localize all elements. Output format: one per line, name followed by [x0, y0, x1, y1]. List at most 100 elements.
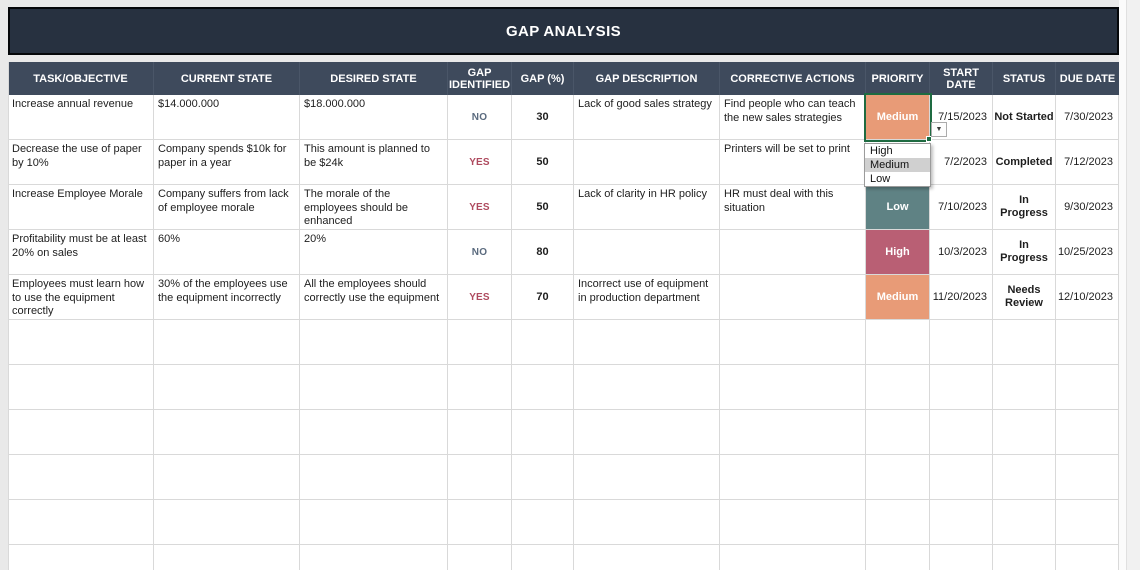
cell-corrective-actions[interactable] — [720, 410, 866, 455]
header-cell-gap_pct[interactable]: GAP (%) — [512, 62, 574, 95]
cell-gap-identified[interactable] — [448, 320, 512, 365]
cell-status[interactable] — [993, 320, 1056, 365]
cell-due-date[interactable]: 7/30/2023 — [1056, 95, 1119, 140]
fill-handle[interactable] — [926, 136, 932, 142]
cell-gap-percent[interactable]: 70 — [512, 275, 574, 320]
cell-desired-state[interactable] — [300, 545, 448, 570]
cell-gap-percent[interactable] — [512, 455, 574, 500]
cell-status[interactable]: Not Started — [993, 95, 1056, 140]
cell-status[interactable]: Needs Review — [993, 275, 1056, 320]
cell-corrective-actions[interactable] — [720, 545, 866, 570]
cell-status[interactable] — [993, 410, 1056, 455]
cell-gap-percent[interactable] — [512, 365, 574, 410]
cell-desired-state[interactable]: 20% — [300, 230, 448, 275]
cell-desired-state[interactable] — [300, 455, 448, 500]
cell-gap-identified[interactable]: YES — [448, 185, 512, 230]
priority-dropdown-button[interactable]: ▼ — [931, 122, 947, 137]
cell-due-date[interactable] — [1056, 320, 1119, 365]
cell-current-state[interactable]: Company spends $10k for paper in a year — [154, 140, 300, 185]
cell-corrective-actions[interactable] — [720, 365, 866, 410]
cell-gap-identified[interactable] — [448, 365, 512, 410]
cell-gap-percent[interactable]: 30 — [512, 95, 574, 140]
cell-task-objective[interactable]: Increase Employee Morale — [8, 185, 154, 230]
cell-current-state[interactable]: $14.000.000 — [154, 95, 300, 140]
dropdown-option-high[interactable]: High — [870, 145, 893, 157]
cell-desired-state[interactable]: The morale of the employees should be en… — [300, 185, 448, 230]
cell-due-date[interactable] — [1056, 365, 1119, 410]
cell-desired-state[interactable]: This amount is planned to be $24k — [300, 140, 448, 185]
cell-due-date[interactable] — [1056, 455, 1119, 500]
cell-current-state[interactable] — [154, 545, 300, 570]
cell-priority[interactable] — [866, 410, 930, 455]
cell-corrective-actions[interactable]: HR must deal with this situation — [720, 185, 866, 230]
cell-task-objective[interactable] — [8, 320, 154, 365]
cell-gap-description[interactable] — [574, 410, 720, 455]
cell-current-state[interactable]: Company suffers from lack of employee mo… — [154, 185, 300, 230]
header-cell-status[interactable]: STATUS — [993, 62, 1056, 95]
cell-current-state[interactable] — [154, 320, 300, 365]
cell-task-objective[interactable]: Increase annual revenue — [8, 95, 154, 140]
cell-task-objective[interactable]: Employees must learn how to use the equi… — [8, 275, 154, 320]
cell-desired-state[interactable]: $18.000.000 — [300, 95, 448, 140]
cell-start-date[interactable] — [930, 410, 993, 455]
cell-status[interactable] — [993, 500, 1056, 545]
cell-start-date[interactable]: 7/10/2023 — [930, 185, 993, 230]
cell-corrective-actions[interactable] — [720, 500, 866, 545]
cell-priority[interactable] — [866, 365, 930, 410]
cell-corrective-actions[interactable] — [720, 455, 866, 500]
cell-corrective-actions[interactable]: Printers will be set to print — [720, 140, 866, 185]
cell-due-date[interactable]: 7/12/2023 — [1056, 140, 1119, 185]
header-cell-current_state[interactable]: CURRENT STATE — [154, 62, 300, 95]
cell-corrective-actions[interactable] — [720, 320, 866, 365]
header-cell-due_date[interactable]: DUE DATE — [1059, 72, 1116, 85]
cell-gap-identified[interactable] — [448, 545, 512, 570]
cell-priority[interactable] — [866, 500, 930, 545]
cell-gap-description[interactable]: Lack of good sales strategy — [574, 95, 720, 140]
cell-priority[interactable]: Medium — [866, 95, 930, 140]
cell-gap-description[interactable] — [574, 365, 720, 410]
cell-gap-percent[interactable]: 50 — [512, 140, 574, 185]
dropdown-option-low[interactable]: Low — [870, 173, 891, 185]
cell-gap-percent[interactable] — [512, 320, 574, 365]
cell-start-date[interactable] — [930, 500, 993, 545]
cell-task-objective[interactable] — [8, 545, 154, 570]
header-cell-desired_state[interactable]: DESIRED STATE — [300, 62, 448, 95]
cell-current-state[interactable] — [154, 500, 300, 545]
cell-gap-description[interactable] — [574, 500, 720, 545]
cell-gap-percent[interactable] — [512, 545, 574, 570]
cell-desired-state[interactable] — [300, 365, 448, 410]
cell-desired-state[interactable] — [300, 320, 448, 365]
cell-gap-description[interactable]: Lack of clarity in HR policy — [574, 185, 720, 230]
cell-current-state[interactable]: 60% — [154, 230, 300, 275]
header-cell-gap_description[interactable]: GAP DESCRIPTION — [574, 62, 720, 95]
cell-corrective-actions[interactable] — [720, 230, 866, 275]
cell-desired-state[interactable] — [300, 410, 448, 455]
cell-status[interactable] — [993, 455, 1056, 500]
header-cell-task[interactable]: TASK/OBJECTIVE — [8, 62, 154, 95]
cell-gap-percent[interactable] — [512, 500, 574, 545]
cell-gap-identified[interactable]: YES — [448, 275, 512, 320]
cell-start-date[interactable] — [930, 455, 993, 500]
cell-gap-description[interactable]: Incorrect use of equipment in production… — [574, 275, 720, 320]
cell-current-state[interactable] — [154, 410, 300, 455]
cell-status[interactable]: In Progress — [993, 185, 1056, 230]
cell-status[interactable] — [993, 545, 1056, 570]
cell-corrective-actions[interactable]: Find people who can teach the new sales … — [720, 95, 866, 140]
cell-due-date[interactable]: 9/30/2023 — [1056, 185, 1119, 230]
cell-start-date[interactable]: 11/20/2023 — [930, 275, 993, 320]
cell-task-objective[interactable] — [8, 455, 154, 500]
cell-task-objective[interactable] — [8, 500, 154, 545]
header-cell-corrective_actions[interactable]: CORRECTIVE ACTIONS — [720, 62, 866, 95]
header-cell-gap_identified[interactable]: GAP IDENTIFIED — [448, 62, 512, 95]
cell-desired-state[interactable] — [300, 500, 448, 545]
cell-start-date[interactable] — [930, 365, 993, 410]
cell-status[interactable]: In Progress — [993, 230, 1056, 275]
cell-gap-percent[interactable]: 50 — [512, 185, 574, 230]
cell-start-date[interactable]: 7/15/2023 — [930, 95, 993, 140]
cell-desired-state[interactable]: All the employees should correctly use t… — [300, 275, 448, 320]
dropdown-option-medium[interactable]: Medium — [865, 158, 930, 172]
cell-task-objective[interactable]: Profitability must be at least 20% on sa… — [8, 230, 154, 275]
cell-gap-description[interactable] — [574, 140, 720, 185]
header-cell-priority[interactable]: PRIORITY — [866, 62, 930, 95]
cell-priority[interactable]: Low — [866, 185, 930, 230]
